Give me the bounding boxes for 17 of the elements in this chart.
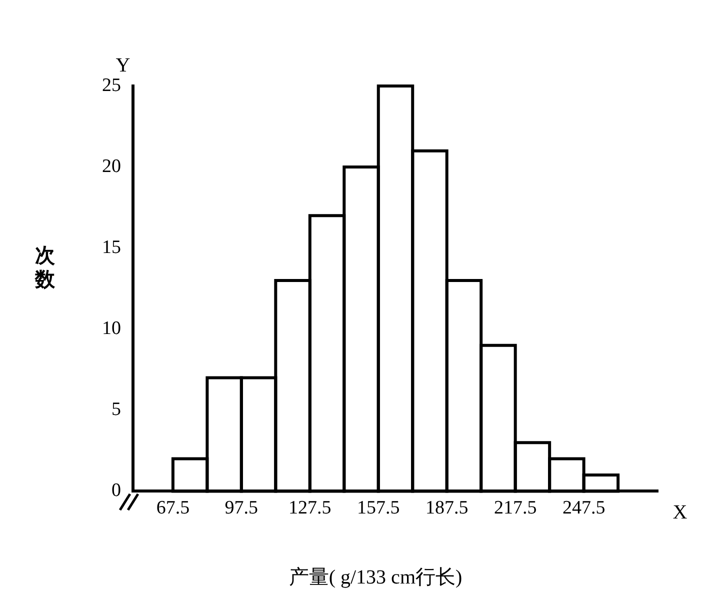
y-axis-title: 次数 [34,244,56,291]
x-tick-label: 157.5 [357,498,400,519]
x-tick-label: 247.5 [562,498,606,519]
x-tick-label: 217.5 [494,498,537,519]
x-axis-title: 产量( g/133 cm行长) [288,566,462,588]
text: Y [116,54,130,76]
y-tick-label: 10 [102,318,121,340]
x-tick-label: 127.5 [288,498,332,519]
x-tick-label: 67.5 [156,498,190,519]
y-tick-label: 15 [102,237,121,258]
y-tick-label: 0 [112,480,121,502]
text: X [672,501,688,524]
y-tick-label: 5 [112,399,121,420]
x-tick-label: 97.5 [224,498,258,519]
y-tick-label: 25 [102,74,121,96]
y-tick-label: 20 [102,156,121,178]
x-tick-label: 187.5 [425,498,468,519]
